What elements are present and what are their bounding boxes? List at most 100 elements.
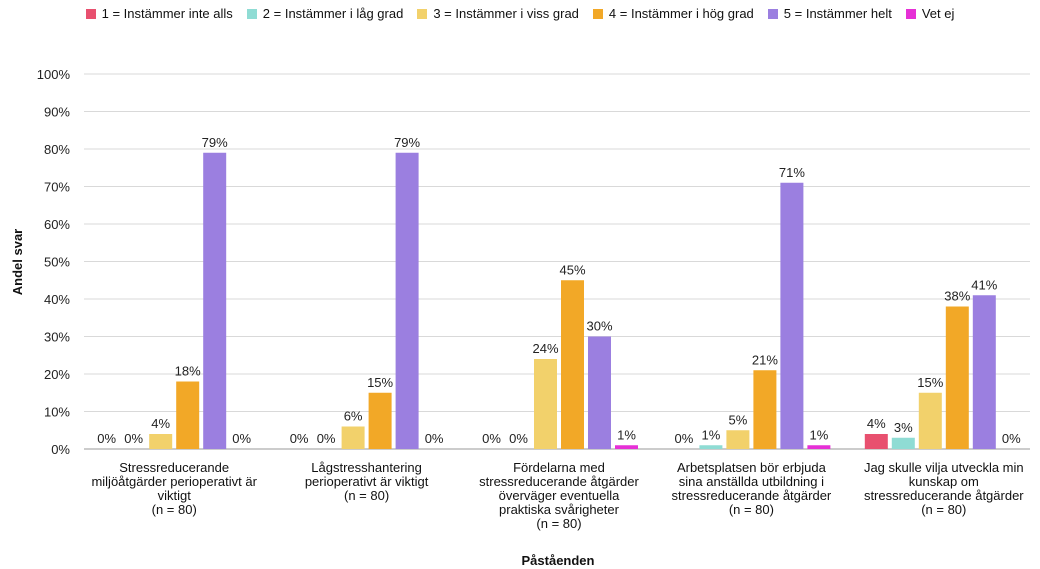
legend-item: 1 = Instämmer inte alls <box>85 6 233 21</box>
data-label: 71% <box>779 165 805 180</box>
legend-swatch <box>592 8 603 19</box>
legend-label: 2 = Instämmer i låg grad <box>262 6 404 21</box>
category-label: stressreducerande åtgärder <box>864 488 1024 503</box>
data-label: 3% <box>894 420 913 435</box>
data-label: 0% <box>97 431 116 446</box>
data-label: 79% <box>394 135 420 150</box>
y-tick-label: 10% <box>44 405 70 420</box>
y-tick-label: 80% <box>44 142 70 157</box>
legend-swatch <box>417 8 428 19</box>
bar <box>918 392 942 449</box>
legend-item: Vet ej <box>905 6 955 21</box>
bar <box>945 306 969 449</box>
bar <box>561 280 584 449</box>
category-label: överväger eventuella <box>499 488 620 503</box>
bar <box>588 336 611 449</box>
category-label: (n = 80) <box>344 488 389 503</box>
category-label: kunskap om <box>909 474 979 489</box>
data-label: 45% <box>559 262 585 277</box>
y-tick-label: 70% <box>44 180 70 195</box>
category-label: stressreducerande åtgärder <box>479 474 639 489</box>
data-label: 0% <box>232 431 251 446</box>
data-label: 21% <box>752 352 778 367</box>
bar <box>395 152 419 449</box>
y-tick-label: 60% <box>44 217 70 232</box>
data-label: 4% <box>151 416 170 431</box>
data-label: 30% <box>586 319 612 334</box>
bar <box>203 152 227 449</box>
legend-swatch <box>85 8 96 19</box>
data-label: 1% <box>810 427 829 442</box>
y-tick-label: 30% <box>44 330 70 345</box>
data-label: 15% <box>917 375 943 390</box>
y-tick-label: 50% <box>44 255 70 270</box>
bar <box>780 182 804 449</box>
data-label: 6% <box>344 409 363 424</box>
legend-swatch <box>246 8 257 19</box>
data-label: 0% <box>482 431 501 446</box>
bar <box>726 430 750 449</box>
chart-legend: 1 = Instämmer inte alls 2 = Instämmer i l… <box>0 6 1040 21</box>
category-label: stressreducerande åtgärder <box>672 488 832 503</box>
legend-item: 3 = Instämmer i viss grad <box>417 6 579 21</box>
x-axis-title: Påståenden <box>522 553 595 568</box>
bar <box>149 434 173 449</box>
bar <box>615 445 638 449</box>
data-label: 1% <box>702 427 721 442</box>
data-label: 79% <box>202 135 228 150</box>
legend-label: 5 = Instämmer helt <box>783 6 892 21</box>
category-label: (n = 80) <box>729 502 774 517</box>
bar <box>807 445 831 449</box>
data-label: 0% <box>425 431 444 446</box>
y-tick-label: 20% <box>44 367 70 382</box>
legend-item: 4 = Instämmer i hög grad <box>592 6 754 21</box>
data-label: 0% <box>124 431 143 446</box>
data-label: 0% <box>317 431 336 446</box>
category-label: sina anställda utbildning i <box>679 474 824 489</box>
data-label: 0% <box>290 431 309 446</box>
legend-label: Vet ej <box>921 6 955 21</box>
bar <box>534 359 557 449</box>
data-label: 18% <box>175 364 201 379</box>
bar <box>368 392 392 449</box>
category-label: Arbetsplatsen bör erbjuda <box>677 460 827 475</box>
category-label: viktigt <box>158 488 192 503</box>
category-label: (n = 80) <box>921 502 966 517</box>
y-tick-label: 40% <box>44 292 70 307</box>
category-label: (n = 80) <box>536 516 581 531</box>
data-label: 0% <box>509 431 528 446</box>
data-label: 4% <box>867 416 886 431</box>
legend-item: 5 = Instämmer helt <box>767 6 892 21</box>
bar <box>341 426 365 449</box>
data-label: 5% <box>729 412 748 427</box>
category-label: Stressreducerande <box>119 460 229 475</box>
bar <box>864 434 888 449</box>
y-tick-label: 0% <box>51 442 70 457</box>
data-label: 41% <box>971 277 997 292</box>
data-label: 0% <box>1002 431 1021 446</box>
category-label: Lågstresshantering <box>311 460 422 475</box>
legend-swatch <box>767 8 778 19</box>
bar <box>699 445 723 449</box>
y-axis-title: Andel svar <box>10 229 25 295</box>
bar <box>176 381 200 449</box>
legend-label: 3 = Instämmer i viss grad <box>433 6 579 21</box>
category-label: (n = 80) <box>152 502 197 517</box>
data-label: 24% <box>532 341 558 356</box>
legend-item: 2 = Instämmer i låg grad <box>246 6 404 21</box>
legend-label: 1 = Instämmer inte alls <box>101 6 233 21</box>
data-label: 1% <box>617 427 636 442</box>
data-label: 38% <box>944 289 970 304</box>
category-label: perioperativt är viktigt <box>305 474 429 489</box>
category-label: miljöåtgärder perioperativt är <box>91 474 257 489</box>
legend-swatch <box>905 8 916 19</box>
y-tick-label: 100% <box>37 67 71 82</box>
legend-label: 4 = Instämmer i hög grad <box>608 6 754 21</box>
bar <box>972 295 996 449</box>
category-label: Fördelarna med <box>513 460 605 475</box>
y-tick-label: 90% <box>44 105 70 120</box>
bar <box>753 370 777 449</box>
data-label: 0% <box>675 431 694 446</box>
category-label: Jag skulle vilja utveckla min <box>864 460 1024 475</box>
